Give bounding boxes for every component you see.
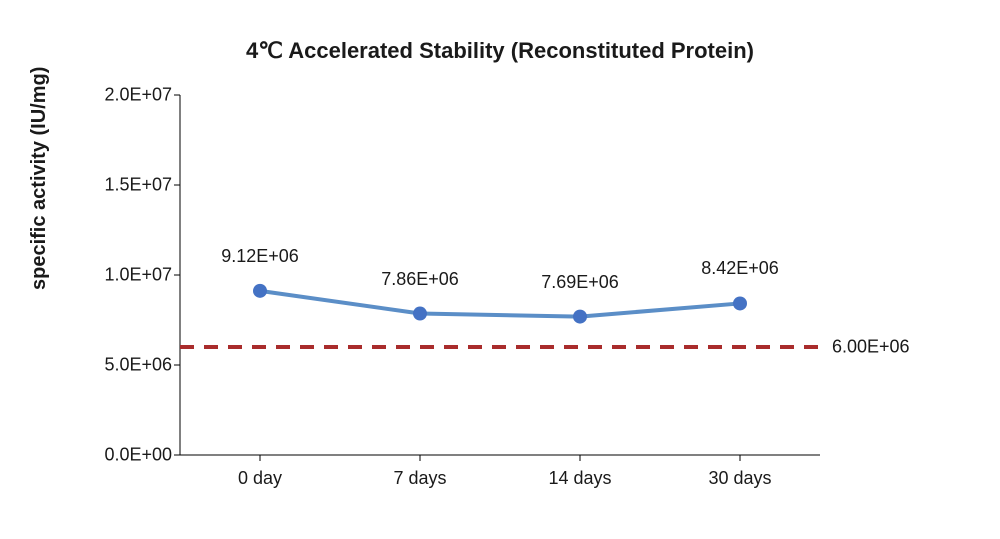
y-tick-label: 5.0E+06 [104, 355, 172, 376]
plot-area [180, 95, 820, 455]
data-marker [573, 310, 587, 324]
x-tick-label: 7 days [393, 468, 446, 489]
y-ticks [174, 95, 180, 455]
series-markers [253, 284, 747, 324]
data-marker [733, 296, 747, 310]
y-tick-label: 2.0E+07 [104, 85, 172, 106]
x-ticks [260, 455, 740, 461]
reference-label: 6.00E+06 [832, 337, 910, 358]
x-tick-label: 14 days [548, 468, 611, 489]
y-tick-label: 1.0E+07 [104, 265, 172, 286]
chart-title: 4℃ Accelerated Stability (Reconstituted … [0, 38, 1000, 64]
data-marker [413, 307, 427, 321]
y-tick-label: 0.0E+00 [104, 445, 172, 466]
series-line [260, 291, 740, 317]
data-marker [253, 284, 267, 298]
x-tick-label: 0 day [238, 468, 282, 489]
stability-chart: 4℃ Accelerated Stability (Reconstituted … [0, 0, 1000, 539]
y-axis-label: specific activity (IU/mg) [28, 67, 51, 290]
x-tick-label: 30 days [708, 468, 771, 489]
y-tick-label: 1.5E+07 [104, 175, 172, 196]
